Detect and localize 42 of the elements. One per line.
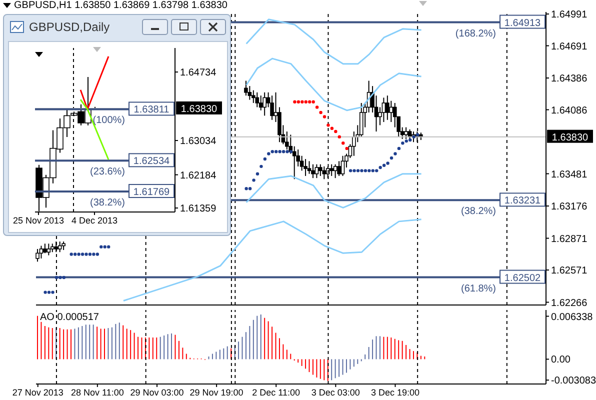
- y-tick-label: 1.63481: [551, 169, 588, 180]
- y-tick-label: 1.64991: [551, 10, 588, 21]
- ref-line-label: 1.63830: [552, 132, 589, 144]
- y-tick-label: 1.62184: [180, 170, 217, 182]
- x-tick-label: 25 Nov 2013: [12, 215, 64, 226]
- annotation: (23.6%): [90, 166, 125, 178]
- annotation: (61.8%): [460, 283, 496, 294]
- x-tick-label: 2 Dec 11:00: [252, 387, 300, 398]
- y-tick-label: 1.62571: [551, 266, 588, 277]
- y-tick-label: 1.64086: [551, 105, 588, 116]
- annotation: (38.2%): [460, 206, 496, 218]
- y-tick-label: 1.64734: [180, 68, 217, 79]
- annotation: (38.2%): [90, 197, 125, 208]
- ref-line-label: 1.62534: [133, 156, 170, 168]
- y-tick-label: 1.62266: [551, 298, 588, 309]
- ref-line-label: 1.61769: [133, 186, 170, 198]
- y-tick-label: -0.003083: [551, 376, 596, 387]
- y-tick-label: 1.64691: [551, 41, 588, 52]
- y-tick-label: 1.64386: [551, 74, 588, 85]
- chart-title: GBPUSD,Daily: [29, 20, 110, 34]
- x-tick-label: 4 Dec 2013: [71, 215, 118, 226]
- y-tick-label: 0.006338: [551, 312, 594, 323]
- x-tick-label: 29 Nov 03:00: [130, 387, 184, 398]
- annotation: (168.2%): [455, 28, 496, 40]
- ref-line-label: 1.63830: [180, 104, 218, 115]
- x-tick-label: 3 Dec 03:00: [311, 387, 360, 398]
- chart-title: AO 0.000517: [40, 312, 99, 323]
- annotation: (100%): [92, 115, 125, 126]
- y-tick-label: 1.61359: [180, 204, 217, 215]
- y-tick-label: 1.62871: [551, 234, 588, 245]
- ref-line-label: 1.63231: [504, 196, 542, 207]
- ref-line-label: 1.64913: [504, 18, 542, 29]
- x-tick-label: 3 Dec 19:00: [370, 387, 420, 398]
- x-tick-label: 29 Nov 19:00: [190, 387, 244, 398]
- y-tick-label: 0.00: [551, 354, 571, 366]
- ref-line-label: 1.62502: [504, 272, 542, 284]
- y-tick-label: 1.63176: [551, 202, 588, 213]
- x-tick-label: 28 Nov 11:00: [70, 387, 124, 398]
- x-tick-label: 27 Nov 2013: [12, 387, 64, 398]
- chart-title: GBPUSD,H1 1.63850 1.63869 1.63798 1.63830: [14, 0, 228, 11]
- ref-line-label: 1.63811: [134, 104, 170, 116]
- y-tick-label: 1.63034: [180, 136, 217, 148]
